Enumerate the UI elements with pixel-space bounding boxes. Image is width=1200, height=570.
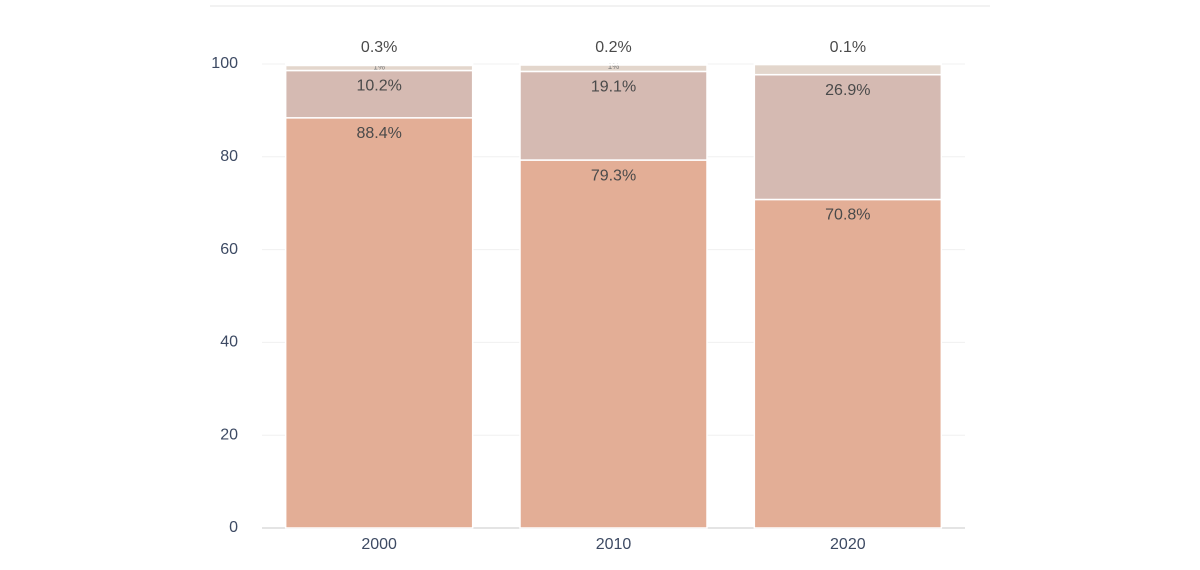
y-tick-label: 60 [220,241,238,258]
value-label: 1% [373,63,385,72]
value-label: 0.1% [830,39,866,56]
x-tick-label: 2020 [830,536,866,553]
value-label: 88.4% [356,125,401,142]
bar-segment [284,69,474,119]
value-label: 1% [608,62,620,71]
y-tick-label: 80 [220,148,238,165]
bar-segment [519,63,708,66]
x-tick-label: 2000 [361,536,397,553]
value-label: 0.3% [361,39,397,56]
value-label: 70.8% [825,207,870,224]
bar-segment [284,117,474,529]
y-tick-label: 100 [211,55,238,72]
bar-segment [519,70,708,161]
value-label: 0.2% [595,39,631,56]
bar-segment [284,63,474,67]
value-label: 19.1% [591,79,636,96]
x-tick-label: 2010 [596,536,632,553]
y-tick-label: 40 [220,334,238,351]
y-tick-label: 0 [229,519,238,536]
bar-segment [753,73,943,201]
bar-segment [519,159,708,529]
value-label: 10.2% [356,78,401,95]
bar-segment [753,198,943,529]
value-label: 79.3% [591,167,636,184]
value-label: 26.9% [825,82,870,99]
bar-segment [753,63,943,76]
y-tick-label: 20 [220,426,238,443]
